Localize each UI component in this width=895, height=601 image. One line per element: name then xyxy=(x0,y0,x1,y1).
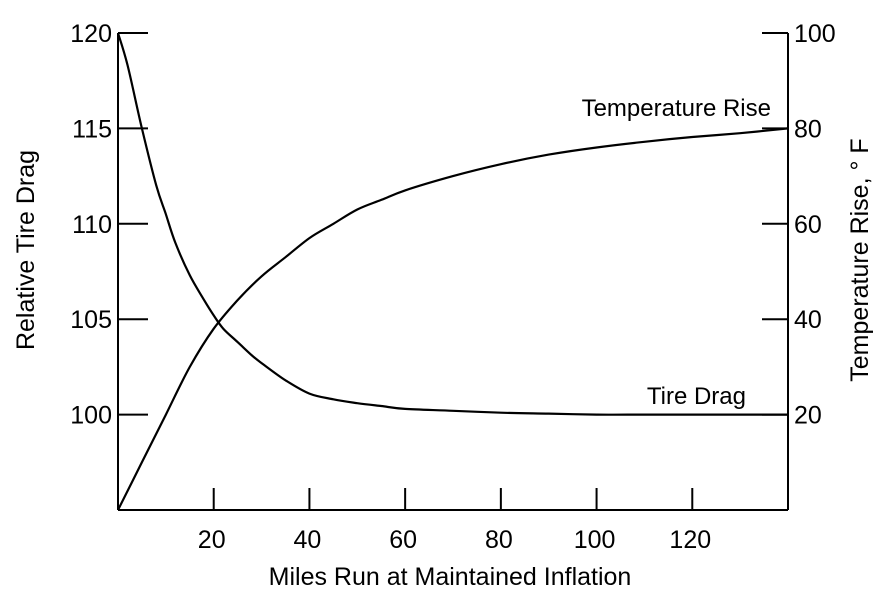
x-tick-label-2: 60 xyxy=(389,526,417,554)
x-tick-label-3: 80 xyxy=(485,526,513,554)
right-y-axis-ticks: 20 40 60 80 100 xyxy=(762,20,836,430)
x-axis-title: Miles Run at Maintained Inflation xyxy=(269,563,632,591)
plot-frame xyxy=(117,33,789,511)
x-axis-ticks: 20 40 60 80 100 120 xyxy=(198,488,711,554)
left-y-tick-label-1: 105 xyxy=(70,306,112,334)
left-y-tick-label-3: 115 xyxy=(72,115,112,143)
series-lines xyxy=(116,32,789,511)
left-y-tick-label-0: 100 xyxy=(70,402,112,430)
left-y-axis-title: Relative Tire Drag xyxy=(12,150,40,350)
x-tick-label-5: 120 xyxy=(669,526,711,554)
tire-drag-series-label: Tire Drag xyxy=(647,383,746,410)
right-y-tick-label-4: 100 xyxy=(794,20,836,48)
left-y-tick-label-2: 110 xyxy=(72,211,112,239)
right-y-tick-label-2: 60 xyxy=(794,211,822,239)
right-y-axis-title: Temperature Rise, ° F xyxy=(846,138,874,381)
right-y-tick-label-3: 80 xyxy=(794,115,822,143)
right-y-tick-label-1: 40 xyxy=(794,306,822,334)
x-tick-label-1: 40 xyxy=(294,526,322,554)
temperature-rise-curve xyxy=(117,127,789,511)
x-tick-label-0: 20 xyxy=(198,526,226,554)
tire-drag-curve xyxy=(116,32,788,416)
left-y-axis-ticks: 100 105 110 115 120 xyxy=(70,20,148,430)
left-y-tick-label-4: 120 xyxy=(70,20,112,48)
right-y-tick-label-0: 20 xyxy=(794,402,822,430)
x-tick-label-4: 100 xyxy=(574,526,616,554)
temperature-rise-series-label: Temperature Rise xyxy=(582,95,771,122)
